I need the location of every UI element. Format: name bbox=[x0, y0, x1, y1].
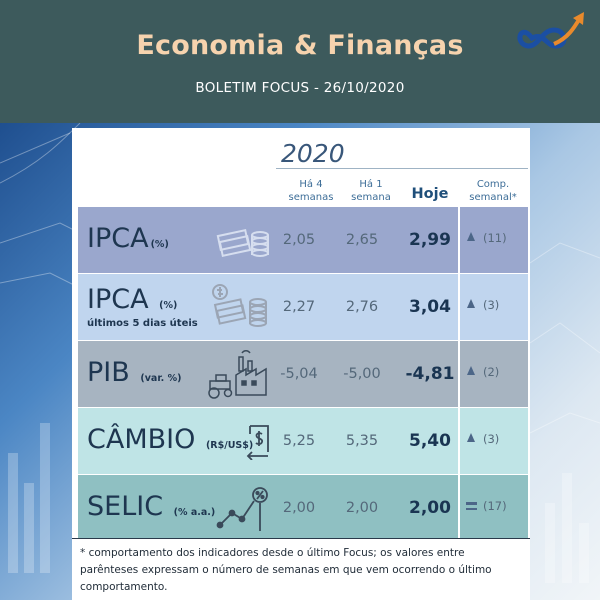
row-name-label: PIB bbox=[87, 357, 130, 388]
row-name-label: CÂMBIO bbox=[87, 424, 195, 455]
column-separator bbox=[458, 408, 460, 474]
col-head-ha1-line2: semana bbox=[343, 191, 399, 204]
value-hoje: -4,81 bbox=[400, 364, 460, 384]
value-hoje: 2,99 bbox=[400, 230, 460, 250]
row-name: PIB (var. %) bbox=[87, 357, 181, 388]
value-ha1: 2,00 bbox=[332, 500, 392, 516]
row-name-label: SELIC bbox=[87, 491, 163, 522]
row-name: SELIC (% a.a.) bbox=[87, 491, 215, 522]
infinity-arrow-logo-icon bbox=[510, 8, 594, 60]
table-row-ipca-5-dias: IPCA (%) últimos 5 dias úteis 2,27 2,76 … bbox=[78, 274, 528, 340]
value-comp: (3) bbox=[483, 298, 499, 312]
value-ha1: -5,00 bbox=[332, 366, 392, 382]
row-name: IPCA (%) bbox=[87, 223, 169, 254]
page-subtitle: BOLETIM FOCUS - 26/10/2020 bbox=[0, 80, 600, 96]
row-note: últimos 5 dias úteis bbox=[87, 318, 198, 329]
value-ha1: 5,35 bbox=[332, 433, 392, 449]
money-coins-icon bbox=[216, 219, 272, 263]
value-comp: (3) bbox=[483, 432, 499, 446]
row-name: IPCA (%) bbox=[87, 284, 177, 315]
column-separator bbox=[458, 207, 460, 273]
row-name-label: IPCA bbox=[87, 223, 149, 254]
value-ha1: 2,65 bbox=[332, 232, 392, 248]
money-coins-dollar-icon bbox=[208, 282, 270, 332]
footnote-text: * comportamento dos indicadores desde o … bbox=[80, 545, 520, 596]
col-head-comp-line2: semanal* bbox=[462, 191, 524, 204]
row-name: CÂMBIO (R$/US$) bbox=[87, 424, 253, 455]
value-hoje: 3,04 bbox=[400, 297, 460, 317]
table-row-ipca: IPCA (%) 2,05 2,65 2,99 (11) bbox=[78, 207, 528, 273]
value-ha4: -5,04 bbox=[269, 366, 329, 382]
value-ha4: 5,25 bbox=[269, 433, 329, 449]
value-comp: (17) bbox=[483, 499, 507, 513]
col-head-ha4-line1: Há 4 bbox=[283, 178, 339, 191]
value-hoje: 5,40 bbox=[400, 431, 460, 451]
col-head-hoje: Hoje bbox=[400, 186, 460, 202]
value-ha4: 2,27 bbox=[269, 299, 329, 315]
trend-equal-icon bbox=[466, 502, 477, 511]
column-separator bbox=[458, 475, 460, 541]
trend-up-icon bbox=[467, 232, 475, 241]
col-head-ha1-line1: Há 1 bbox=[343, 178, 399, 191]
column-separator bbox=[458, 341, 460, 407]
col-head-ha4: Há 4 semanas bbox=[283, 178, 339, 204]
row-unit: (% a.a.) bbox=[174, 507, 216, 518]
trend-up-icon bbox=[467, 366, 475, 375]
table-row-cambio: CÂMBIO (R$/US$) 5,25 5,35 5,40 (3) bbox=[78, 408, 528, 474]
row-unit: (var. %) bbox=[140, 373, 181, 384]
value-ha1: 2,76 bbox=[332, 299, 392, 315]
table-row-pib: PIB (var. %) -5,04 -5,00 -4,81 (2) bbox=[78, 341, 528, 407]
year-divider bbox=[276, 168, 528, 169]
value-comp: (11) bbox=[483, 231, 507, 245]
col-head-ha4-line2: semanas bbox=[283, 191, 339, 204]
value-ha4: 2,05 bbox=[269, 232, 329, 248]
value-ha4: 2,00 bbox=[269, 500, 329, 516]
value-hoje: 2,00 bbox=[400, 498, 460, 518]
column-separator bbox=[458, 274, 460, 340]
col-head-comp-line1: Comp. bbox=[462, 178, 524, 191]
interest-chart-icon bbox=[216, 485, 270, 533]
header-banner: Economia & Finanças BOLETIM FOCUS - 26/1… bbox=[0, 0, 600, 123]
row-unit: (%) bbox=[151, 239, 169, 250]
value-comp: (2) bbox=[483, 365, 499, 379]
col-head-ha1: Há 1 semana bbox=[343, 178, 399, 204]
row-unit: (%) bbox=[159, 300, 177, 311]
row-name-label: IPCA bbox=[87, 284, 149, 315]
factory-tractor-icon bbox=[206, 347, 278, 401]
trend-up-icon bbox=[467, 299, 475, 308]
trend-up-icon bbox=[467, 433, 475, 442]
col-head-comp: Comp. semanal* bbox=[462, 178, 524, 204]
table-row-selic: SELIC (% a.a.) 2,00 2,00 2,00 (17) bbox=[78, 475, 528, 541]
footnote-box: * comportamento dos indicadores desde o … bbox=[72, 538, 530, 600]
table-year: 2020 bbox=[281, 139, 345, 168]
